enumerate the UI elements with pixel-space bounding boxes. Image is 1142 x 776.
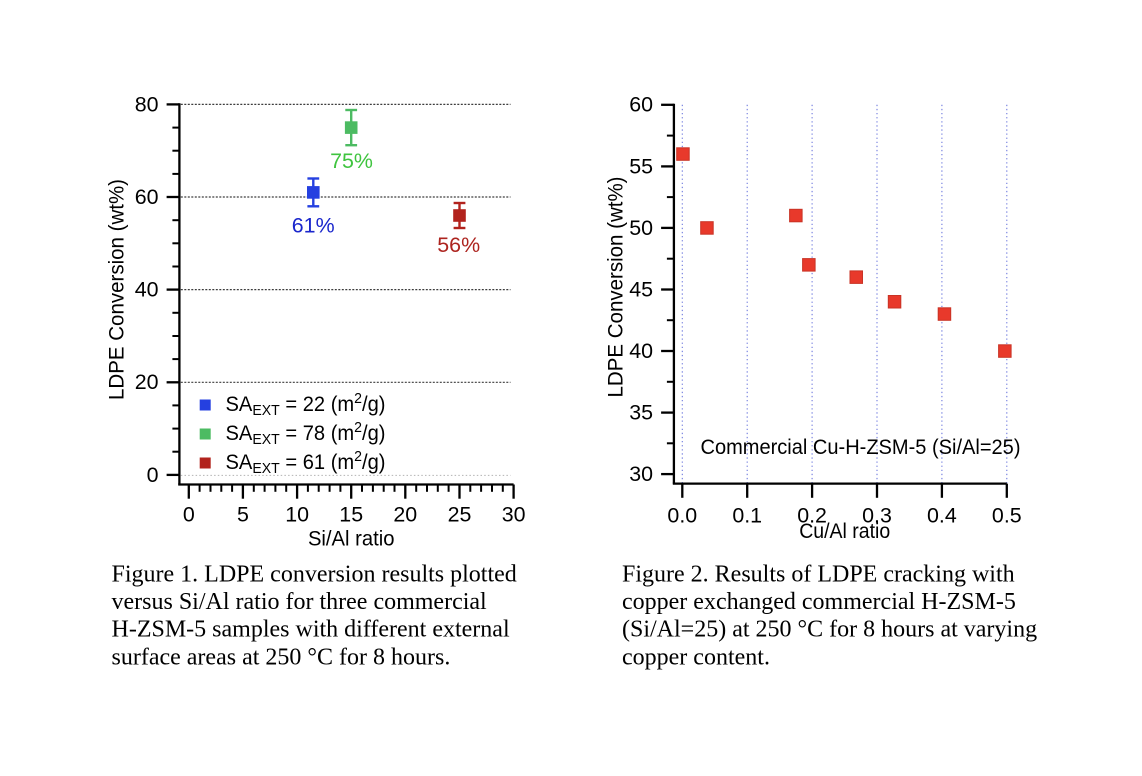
svg-text:80: 80: [135, 92, 159, 116]
svg-text:60: 60: [629, 93, 653, 117]
svg-text:SAEXT = 61 (m2/g): SAEXT = 61 (m2/g): [226, 448, 386, 477]
svg-text:10: 10: [285, 503, 309, 527]
svg-text:50: 50: [629, 216, 653, 240]
svg-text:25: 25: [448, 503, 472, 527]
svg-text:0.3: 0.3: [862, 504, 892, 528]
svg-text:(Si/Al=25) at 250 °C for 8 hou: (Si/Al=25) at 250 °C for 8 hours at vary…: [622, 617, 1037, 643]
svg-text:0.2: 0.2: [797, 504, 827, 528]
svg-text:0: 0: [183, 503, 195, 527]
svg-text:copper exchanged commercial H-: copper exchanged commercial H-ZSM-5: [622, 589, 1016, 615]
svg-text:SAEXT = 22 (m2/g): SAEXT = 22 (m2/g): [226, 390, 386, 419]
svg-text:20: 20: [135, 370, 159, 394]
svg-text:60: 60: [135, 185, 159, 209]
svg-text:0.1: 0.1: [732, 504, 762, 528]
svg-text:H-ZSM-5 samples with different: H-ZSM-5 samples with different external: [112, 617, 510, 643]
svg-text:40: 40: [629, 339, 653, 363]
svg-text:LDPE Conversion (wt%): LDPE Conversion (wt%): [604, 177, 628, 398]
svg-text:LDPE Conversion (wt%): LDPE Conversion (wt%): [105, 179, 129, 400]
svg-text:Si/Al ratio: Si/Al ratio: [308, 526, 395, 550]
svg-text:Commercial Cu-H-ZSM-5 (Si/Al=2: Commercial Cu-H-ZSM-5 (Si/Al=25): [701, 435, 1021, 459]
svg-text:SAEXT = 78 (m2/g): SAEXT = 78 (m2/g): [226, 419, 386, 448]
svg-text:56%: 56%: [437, 233, 480, 257]
svg-text:0.4: 0.4: [927, 504, 957, 528]
svg-text:55: 55: [629, 154, 653, 178]
svg-text:Figure 1. LDPE conversion resu: Figure 1. LDPE conversion results plotte…: [112, 562, 517, 588]
svg-text:35: 35: [629, 400, 653, 424]
svg-text:versus Si/Al ratio for three c: versus Si/Al ratio for three commercial: [112, 589, 488, 615]
svg-text:20: 20: [393, 503, 417, 527]
svg-text:45: 45: [629, 277, 653, 301]
svg-text:0: 0: [147, 463, 159, 487]
svg-text:15: 15: [339, 503, 363, 527]
svg-text:5: 5: [237, 503, 249, 527]
svg-text:surface areas at 250 °C for 8: surface areas at 250 °C for 8 hours.: [112, 644, 451, 670]
svg-text:copper content.: copper content.: [622, 644, 770, 670]
svg-text:75%: 75%: [330, 149, 373, 173]
svg-text:Cu/Al ratio: Cu/Al ratio: [799, 519, 890, 543]
svg-text:30: 30: [502, 503, 526, 527]
svg-text:0.5: 0.5: [992, 504, 1022, 528]
svg-text:Figure 2. Results of LDPE crac: Figure 2. Results of LDPE cracking with: [622, 562, 1015, 588]
svg-text:61%: 61%: [292, 214, 335, 238]
svg-text:40: 40: [135, 278, 159, 302]
svg-text:30: 30: [629, 462, 653, 486]
svg-text:0.0: 0.0: [667, 504, 697, 528]
